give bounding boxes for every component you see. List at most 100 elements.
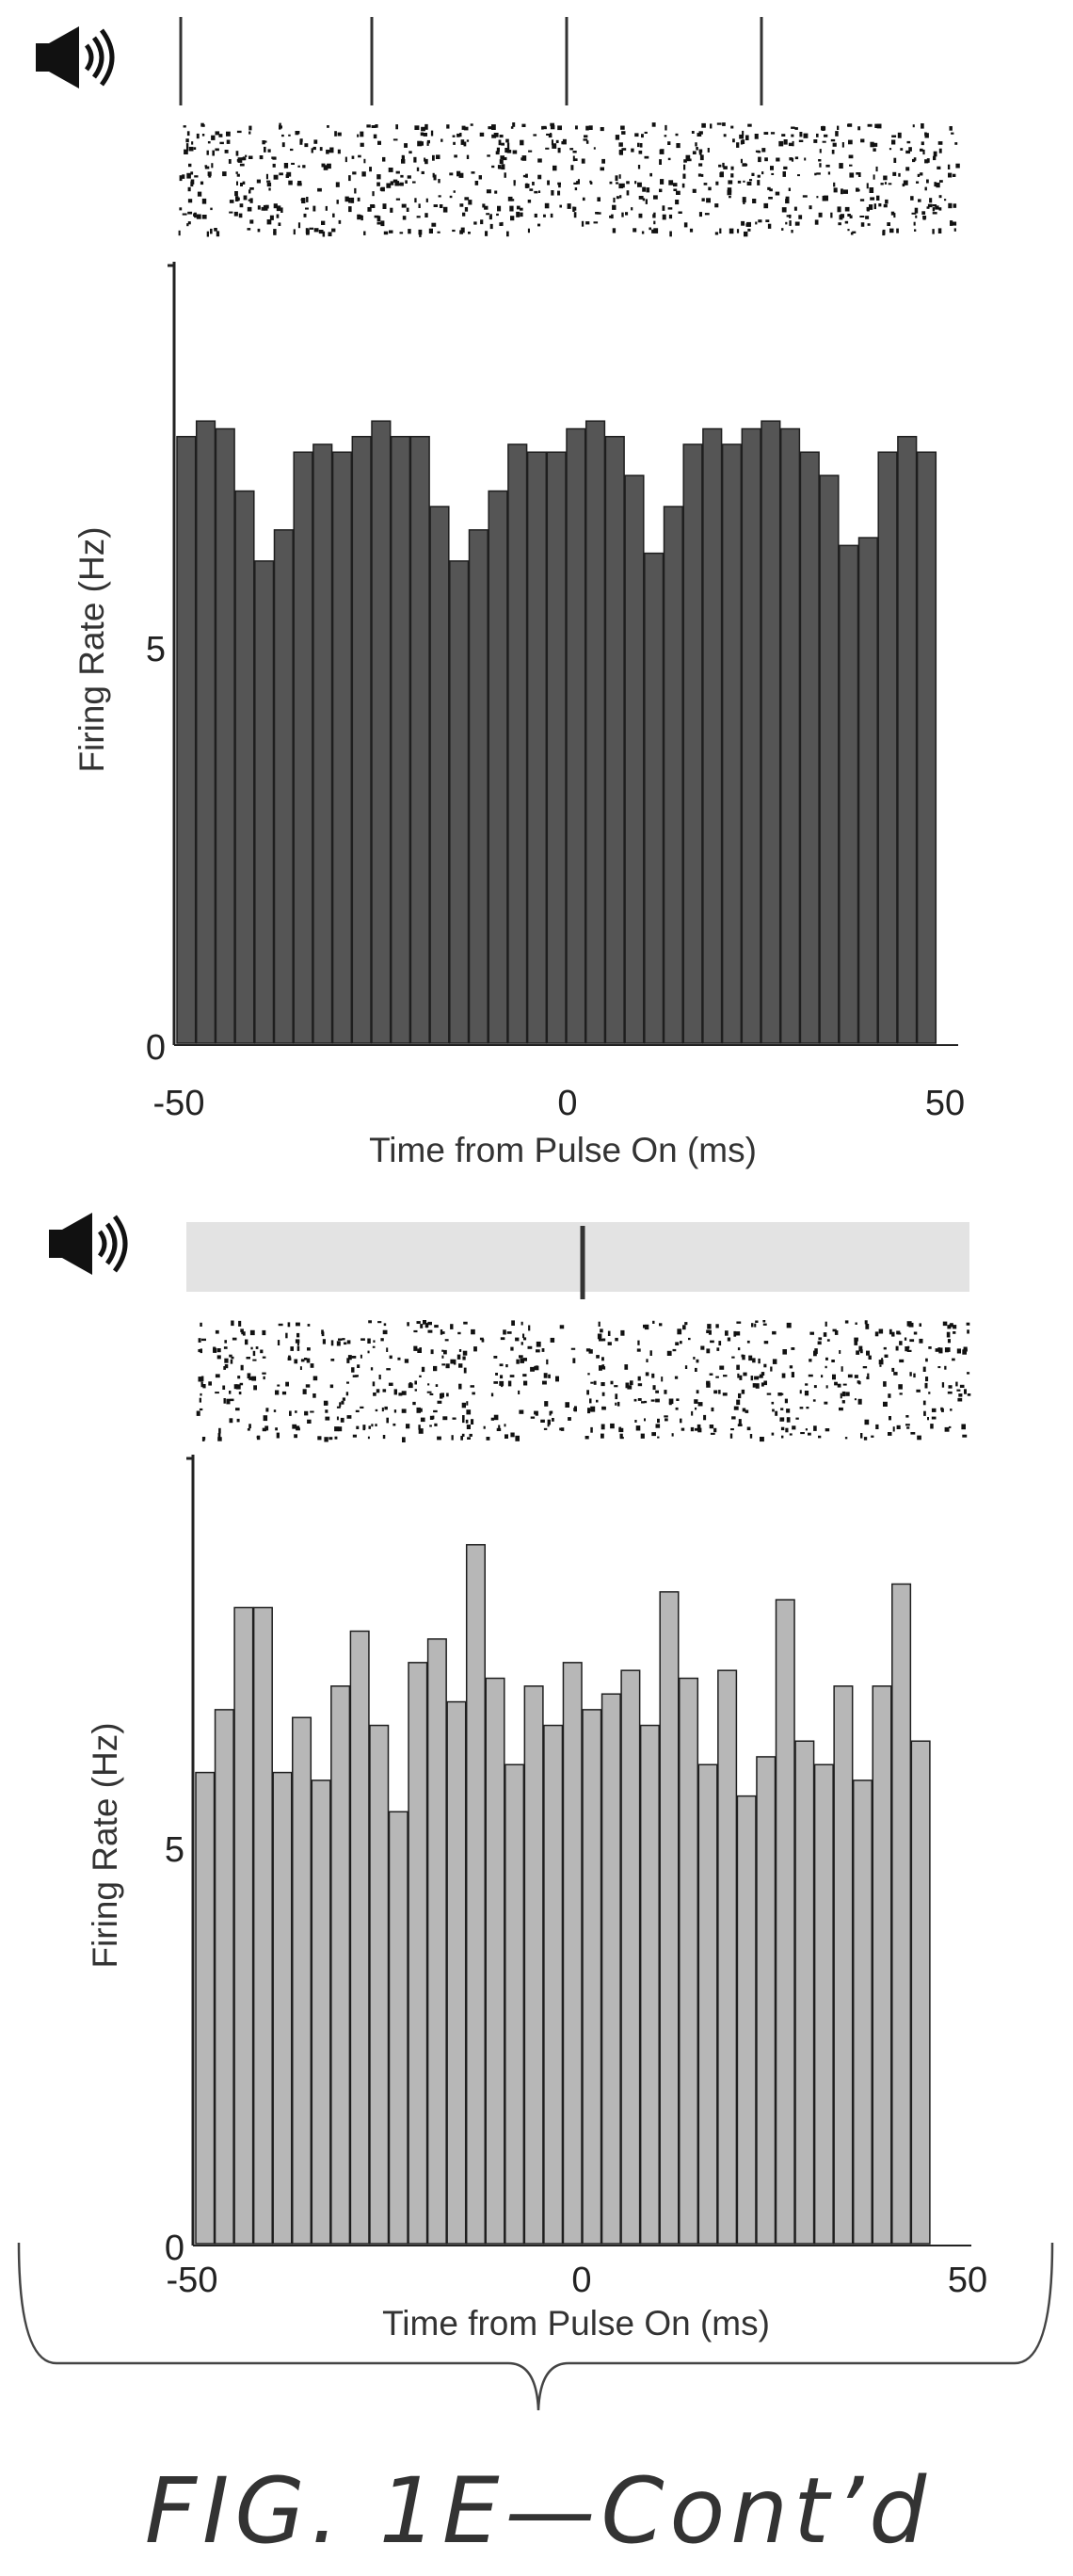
spike-mark [615, 1402, 617, 1406]
spike-mark [782, 1349, 787, 1355]
spike-mark [548, 134, 553, 138]
spike-mark [275, 1390, 280, 1395]
spike-mark [547, 1419, 551, 1425]
spike-mark [889, 1328, 892, 1335]
spike-mark [268, 187, 271, 191]
spike-mark [956, 1389, 961, 1392]
spike-mark [463, 141, 467, 147]
spike-mark [413, 156, 417, 163]
spike-mark [955, 163, 960, 169]
spike-mark [401, 203, 407, 208]
spike-mark [428, 228, 433, 233]
spike-mark [707, 1324, 712, 1329]
spike-mark [827, 171, 831, 175]
spike-mark [883, 203, 888, 208]
spike-mark [264, 204, 269, 209]
spike-mark [818, 1337, 823, 1341]
spike-mark [770, 1366, 773, 1372]
spike-mark [339, 1402, 342, 1408]
spike-mark [304, 1358, 308, 1360]
spike-mark [814, 172, 817, 176]
spike-mark [938, 1347, 943, 1354]
spike-mark [924, 186, 927, 191]
spike-mark [599, 1365, 602, 1371]
spike-mark [436, 154, 440, 159]
spike-mark [441, 1349, 444, 1352]
spike-mark [850, 232, 854, 235]
spike-mark [857, 1380, 860, 1384]
histogram-bar [756, 1756, 777, 2245]
spike-mark [550, 1337, 555, 1343]
spike-mark [236, 173, 240, 177]
histogram-bar [507, 443, 528, 1044]
spike-mark [935, 205, 939, 210]
spike-mark [249, 1329, 255, 1336]
spike-mark [841, 188, 843, 195]
spike-mark [583, 138, 588, 141]
spike-mark [668, 214, 673, 219]
spike-mark [382, 1435, 386, 1440]
spike-mark [669, 231, 672, 237]
spike-mark [296, 1322, 300, 1327]
spike-mark [596, 212, 601, 215]
spike-mark [279, 172, 283, 176]
spike-mark [713, 1390, 718, 1394]
spike-mark [752, 1383, 756, 1388]
spike-mark [825, 1357, 828, 1360]
spike-mark [497, 205, 502, 212]
spike-mark [252, 1350, 256, 1357]
spike-mark [247, 1428, 250, 1431]
spike-mark [380, 1338, 384, 1342]
spike-mark [746, 1426, 751, 1431]
spike-mark [905, 1415, 909, 1418]
spike-mark [501, 164, 505, 170]
spike-mark [936, 182, 940, 188]
spike-mark [354, 187, 357, 194]
spike-mark [937, 228, 942, 233]
spike-mark [330, 1359, 335, 1361]
spike-mark [215, 1392, 219, 1394]
spike-mark [419, 1375, 422, 1377]
spike-mark [860, 138, 865, 143]
spike-mark [342, 1397, 345, 1401]
spike-mark [637, 1376, 641, 1381]
histogram-bar [429, 506, 450, 1044]
spike-mark [639, 143, 643, 148]
spike-mark [841, 1366, 843, 1372]
spike-mark [665, 124, 667, 131]
spike-mark [235, 1384, 241, 1390]
spike-mark [897, 132, 902, 138]
spike-mark [491, 165, 495, 169]
spike-mark [849, 172, 855, 178]
spike-mark [386, 1347, 389, 1352]
spike-mark [633, 228, 637, 233]
histogram-bar [679, 1677, 699, 2245]
spike-mark [889, 1416, 891, 1421]
spike-mark [567, 203, 571, 209]
histogram-bar [799, 451, 820, 1044]
spike-mark [922, 149, 925, 155]
spike-mark [617, 1401, 620, 1407]
spike-mark [938, 207, 942, 211]
spike-mark [691, 1410, 694, 1416]
histogram-bar [233, 1606, 254, 2245]
spike-mark [746, 1340, 750, 1344]
spike-mark [215, 1329, 219, 1334]
x-axis-label: Time from Pulse On (ms) [369, 1131, 757, 1169]
spike-mark [287, 1322, 291, 1328]
spike-mark [664, 1415, 668, 1418]
spike-mark [792, 140, 794, 147]
spike-mark [424, 1324, 429, 1328]
spike-mark [462, 1356, 466, 1360]
spike-mark [891, 135, 897, 137]
spike-mark [858, 1345, 863, 1352]
spike-mark [843, 189, 848, 194]
spike-mark [187, 199, 193, 203]
spike-mark [551, 139, 553, 146]
spike-mark [325, 1416, 330, 1421]
spike-mark [959, 1384, 965, 1388]
spike-mark [446, 124, 450, 129]
spike-mark [715, 1376, 719, 1378]
spike-mark [461, 1402, 466, 1409]
spike-mark [361, 171, 366, 177]
